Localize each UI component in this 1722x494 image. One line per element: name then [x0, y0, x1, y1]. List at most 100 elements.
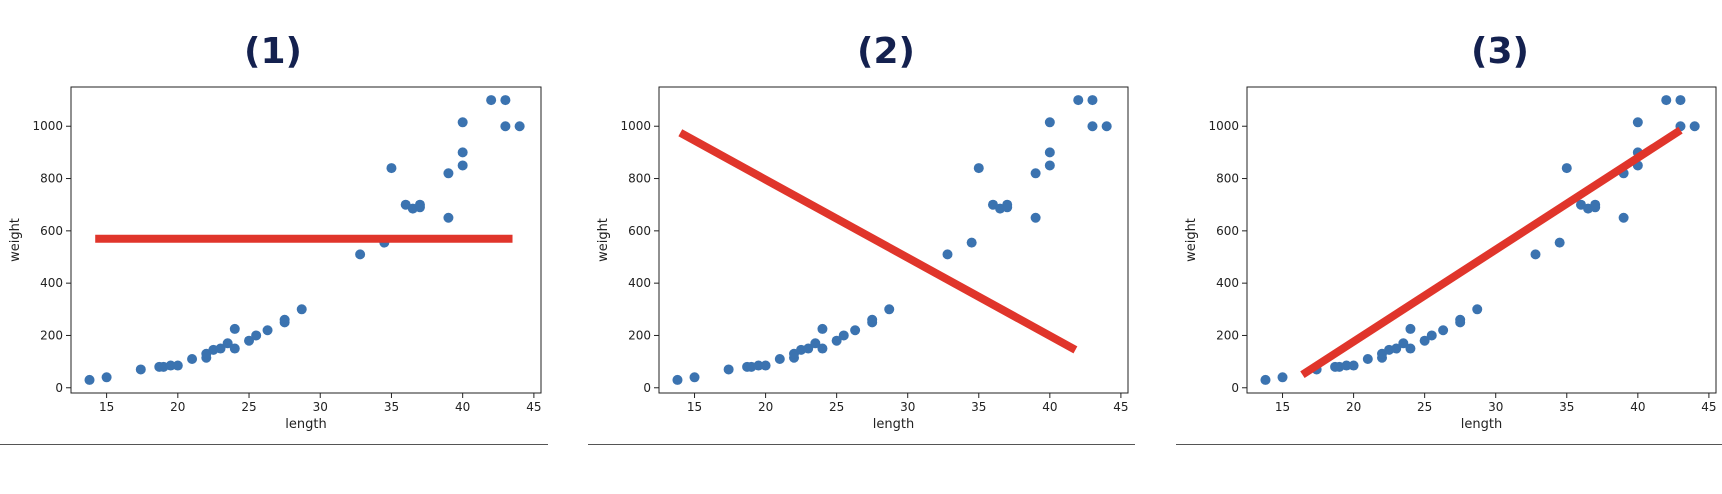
data-point	[838, 330, 849, 341]
data-point	[222, 338, 233, 349]
x-axis-label: length	[285, 417, 326, 432]
x-tick-label: 40	[1042, 400, 1057, 414]
data-point	[414, 199, 425, 210]
x-tick-label: 45	[1113, 400, 1128, 414]
plot-frame	[70, 86, 542, 394]
data-point	[1277, 372, 1288, 383]
y-tick-label: 200	[40, 328, 63, 342]
x-tick-label: 35	[971, 400, 986, 414]
data-point	[1002, 199, 1013, 210]
data-point	[279, 314, 290, 325]
x-tick-label: 30	[1488, 400, 1503, 414]
y-tick-label: 200	[1216, 328, 1239, 342]
y-axis-label: weight	[8, 218, 23, 262]
data-point	[1561, 163, 1572, 174]
data-point	[1030, 212, 1041, 223]
data-point	[1087, 121, 1098, 132]
data-point	[514, 121, 525, 132]
data-point	[689, 372, 700, 383]
data-point	[355, 249, 366, 260]
x-tick-label: 35	[1559, 400, 1574, 414]
data-point	[942, 249, 953, 260]
data-point	[457, 117, 468, 128]
data-point	[486, 95, 497, 106]
y-tick-label: 800	[628, 172, 651, 186]
y-tick-label: 1000	[620, 119, 651, 133]
data-point	[1554, 237, 1565, 248]
data-point	[443, 212, 454, 223]
data-point	[1472, 304, 1483, 315]
y-axis-label: weight	[596, 218, 611, 262]
data-point	[966, 237, 977, 248]
data-point	[1405, 343, 1416, 354]
y-tick-label: 600	[40, 224, 63, 238]
chart-panel-2: (2) 15 20 25 30 35 40 45 0 200 400 600 800 1000 length…	[588, 31, 1135, 445]
x-tick-label: 20	[1346, 400, 1361, 414]
data-point	[723, 364, 734, 375]
data-point	[817, 343, 828, 354]
x-tick-label: 15	[1275, 400, 1290, 414]
data-point	[262, 325, 273, 336]
data-point	[867, 314, 878, 325]
y-tick-label: 800	[1216, 172, 1239, 186]
data-point	[1618, 212, 1629, 223]
y-tick-label: 1000	[32, 119, 63, 133]
fit-line	[678, 129, 1078, 354]
y-tick-label: 400	[1216, 276, 1239, 290]
x-tick-label: 15	[99, 400, 114, 414]
data-point	[1419, 335, 1430, 346]
data-point	[884, 304, 895, 315]
chart-title: (2)	[857, 31, 915, 72]
x-axis-label: length	[1461, 417, 1502, 432]
data-point	[1348, 360, 1359, 371]
y-tick-label: 200	[628, 328, 651, 342]
x-tick-label: 25	[829, 400, 844, 414]
data-point	[1530, 249, 1541, 260]
y-tick-label: 800	[40, 172, 63, 186]
data-point	[1632, 117, 1643, 128]
data-point	[172, 360, 183, 371]
y-tick-label: 0	[643, 381, 651, 395]
data-point	[850, 325, 861, 336]
data-point	[244, 335, 255, 346]
data-point	[803, 343, 814, 354]
data-point	[1398, 338, 1409, 349]
y-tick-label: 400	[40, 276, 63, 290]
data-point	[1362, 354, 1373, 364]
data-point	[457, 160, 468, 171]
data-point	[457, 147, 468, 158]
chart-title: (1)	[244, 31, 302, 72]
data-point	[1260, 374, 1271, 385]
data-point	[810, 338, 821, 349]
data-point	[753, 360, 764, 371]
x-tick-label: 15	[687, 400, 702, 414]
y-tick-label: 400	[628, 276, 651, 290]
data-point	[1341, 360, 1352, 371]
data-point	[1661, 95, 1672, 106]
x-tick-label: 40	[455, 400, 470, 414]
data-point	[101, 372, 112, 383]
y-tick-label: 0	[55, 381, 63, 395]
data-point	[1073, 95, 1084, 106]
chart-panel-1: (1) 15 20 25 30 35 40 45 0 200 400 600 800 1000 length…	[0, 31, 548, 445]
x-tick-label: 40	[1630, 400, 1645, 414]
x-tick-label: 25	[1417, 400, 1432, 414]
data-point	[831, 335, 842, 346]
data-point	[1044, 147, 1055, 158]
data-point	[135, 364, 146, 375]
data-point	[672, 374, 683, 385]
x-tick-label: 20	[170, 400, 185, 414]
x-tick-label: 30	[900, 400, 915, 414]
plot-frame	[658, 86, 1129, 394]
data-point	[229, 323, 240, 334]
data-point	[1438, 325, 1449, 336]
data-point	[1101, 121, 1112, 132]
y-tick-label: 600	[1216, 224, 1239, 238]
data-point	[500, 95, 511, 106]
x-tick-label: 45	[526, 400, 541, 414]
data-point	[215, 343, 226, 354]
fit-line	[1300, 126, 1683, 379]
data-point	[187, 354, 198, 364]
data-point	[1689, 121, 1700, 132]
data-point	[1391, 343, 1402, 354]
